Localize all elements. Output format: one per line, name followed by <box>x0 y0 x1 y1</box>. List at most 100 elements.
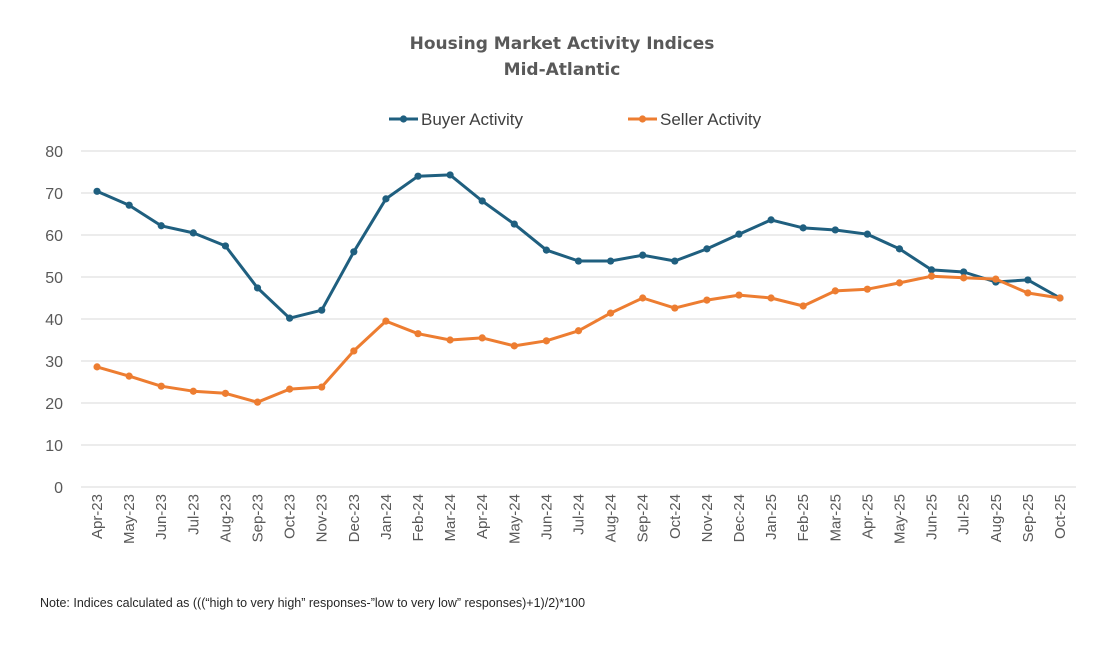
data-point <box>1056 294 1064 302</box>
y-tick-label: 0 <box>54 480 63 497</box>
series-line <box>96 173 1061 320</box>
data-point <box>735 291 743 299</box>
data-point <box>189 229 197 237</box>
legend-label: Buyer Activity <box>421 110 524 129</box>
data-point <box>318 306 326 314</box>
x-tick-label: Jan-24 <box>378 494 395 540</box>
x-tick-label: Sep-25 <box>1020 494 1037 542</box>
x-tick-label: Jul-24 <box>571 494 588 535</box>
data-point <box>863 230 871 238</box>
data-point <box>606 309 615 317</box>
data-point <box>1024 289 1032 297</box>
data-point <box>799 224 807 232</box>
y-tick-label: 50 <box>45 270 63 287</box>
x-tick-label: Oct-24 <box>667 494 684 539</box>
data-point <box>414 172 422 180</box>
x-tick-label: Apr-23 <box>89 494 106 539</box>
data-point <box>478 197 486 205</box>
data-point <box>960 268 968 276</box>
gridlines <box>81 150 1076 488</box>
chart-title: Housing Market Activity Indices <box>410 34 715 54</box>
data-point <box>478 334 486 342</box>
y-tick-label: 60 <box>45 228 63 245</box>
x-tick-label: Aug-25 <box>988 494 1005 542</box>
legend-marker-icon <box>399 115 408 123</box>
data-point <box>125 201 133 209</box>
data-point <box>286 314 294 322</box>
data-point <box>767 294 775 302</box>
x-tick-label: Oct-23 <box>282 494 299 539</box>
x-tick-label: Jun-23 <box>153 494 170 540</box>
x-tick-label: Apr-24 <box>474 494 491 539</box>
x-tick-label: Sep-24 <box>635 494 652 542</box>
chart-subtitle: Mid-Atlantic <box>504 60 621 80</box>
data-point <box>960 274 968 282</box>
x-tick-label: Jun-24 <box>538 494 555 540</box>
y-tick-label: 10 <box>45 438 63 455</box>
x-tick-label: May-24 <box>506 494 523 544</box>
data-point <box>1024 276 1032 284</box>
y-tick-label: 80 <box>45 144 63 161</box>
data-point <box>350 248 358 256</box>
legend-item: Buyer Activity <box>389 110 524 129</box>
x-tick-label: Oct-25 <box>1052 494 1069 539</box>
legend: Buyer Activity Seller Activity <box>389 110 762 129</box>
data-point <box>93 187 101 195</box>
data-point <box>542 246 551 254</box>
y-tick-label: 40 <box>45 312 63 329</box>
data-point <box>382 195 390 203</box>
data-point <box>895 279 904 287</box>
data-point <box>639 294 647 302</box>
y-tick-label: 20 <box>45 396 63 413</box>
data-point <box>286 385 294 393</box>
series-line <box>96 274 1061 404</box>
data-point <box>927 266 936 274</box>
footnote: Note: Indices calculated as (((“high to … <box>40 596 586 610</box>
data-point <box>157 382 165 390</box>
x-tick-label: Jun-25 <box>924 494 941 540</box>
x-tick-label: Mar-25 <box>827 494 844 542</box>
x-tick-label: Feb-25 <box>795 494 812 542</box>
series-buyer-activity <box>93 171 1064 322</box>
data-point <box>703 245 711 253</box>
y-axis: 0 10 20 30 40 50 60 70 80 <box>45 144 63 497</box>
data-point <box>253 284 262 292</box>
data-point <box>992 275 1000 283</box>
data-point <box>382 317 390 325</box>
data-point <box>414 330 422 338</box>
data-point <box>542 337 551 345</box>
x-tick-label: Sep-23 <box>250 494 267 542</box>
data-point <box>735 230 743 238</box>
data-point <box>767 216 775 224</box>
data-point <box>895 245 904 253</box>
data-point <box>318 383 326 391</box>
series-seller-activity <box>93 272 1064 406</box>
data-point <box>831 287 839 295</box>
x-tick-label: Apr-25 <box>859 494 876 539</box>
data-point <box>671 257 679 265</box>
x-tick-label: May-25 <box>891 494 908 544</box>
x-tick-label: Jul-25 <box>956 494 973 535</box>
x-tick-label: May-23 <box>121 494 138 544</box>
data-point <box>574 327 583 335</box>
x-tick-label: Jan-25 <box>763 494 780 540</box>
x-tick-label: Nov-24 <box>699 494 716 542</box>
legend-label: Seller Activity <box>660 110 762 129</box>
data-point <box>799 302 807 310</box>
data-point <box>221 242 230 250</box>
x-tick-label: Nov-23 <box>314 494 331 542</box>
data-point <box>831 226 839 234</box>
data-point <box>574 257 583 265</box>
x-tick-label: Feb-24 <box>410 494 427 542</box>
x-tick-label: Dec-23 <box>346 494 363 542</box>
data-point <box>671 304 679 312</box>
data-point <box>221 389 230 397</box>
data-point <box>510 342 518 350</box>
x-tick-label: Jul-23 <box>185 494 202 535</box>
data-point <box>703 296 711 304</box>
x-tick-label: Aug-23 <box>217 494 234 542</box>
data-point <box>606 257 615 265</box>
data-point <box>639 251 647 259</box>
x-tick-label: Dec-24 <box>731 494 748 542</box>
